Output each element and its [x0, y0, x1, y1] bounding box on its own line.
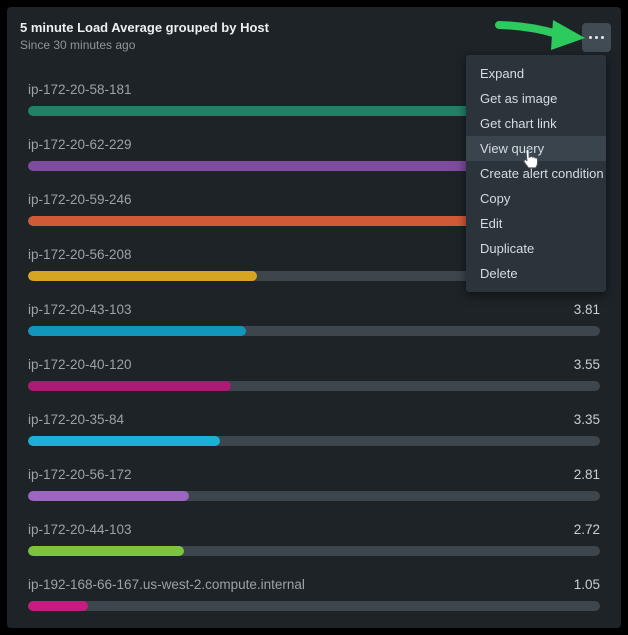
chart-row: ip-172-20-62-229 — [28, 130, 600, 185]
host-value: 2.81 — [573, 467, 600, 482]
chart-header: 5 minute Load Average grouped by Host Si… — [20, 20, 269, 53]
bar-fill[interactable] — [28, 546, 184, 556]
row-header: ip-172-20-56-172 2.81 — [28, 460, 600, 484]
chart-options-button[interactable] — [582, 23, 611, 52]
bar-fill[interactable] — [28, 601, 89, 611]
row-header: ip-172-20-44-103 2.72 — [28, 515, 600, 539]
bar-track — [28, 436, 600, 446]
row-header: ip-192-168-66-167.us-west-2.compute.inte… — [28, 570, 600, 594]
host-label: ip-172-20-62-229 — [28, 137, 132, 152]
chart-title: 5 minute Load Average grouped by Host — [20, 20, 269, 35]
menu-item-duplicate[interactable]: Duplicate — [480, 241, 535, 256]
bar-track — [28, 161, 600, 171]
row-header: ip-172-20-59-246 — [28, 185, 600, 209]
row-header: ip-172-20-35-84 3.35 — [28, 405, 600, 429]
bar-fill[interactable] — [28, 491, 189, 501]
host-label: ip-172-20-58-181 — [28, 82, 132, 97]
host-label: ip-172-20-44-103 — [28, 522, 132, 537]
chart-row: ip-172-20-43-103 3.81 — [28, 295, 600, 350]
host-value: 3.35 — [573, 412, 600, 427]
bar-fill[interactable] — [28, 381, 232, 391]
host-label: ip-172-20-35-84 — [28, 412, 125, 427]
row-header: ip-172-20-62-229 — [28, 130, 600, 154]
menu-item-expand[interactable]: Expand — [480, 66, 525, 81]
chart-row: ip-172-20-56-172 2.81 — [28, 460, 600, 515]
host-value: 1.05 — [573, 577, 600, 592]
chart-row: ip-172-20-35-84 3.35 — [28, 405, 600, 460]
bar-track — [28, 326, 600, 336]
chart-subtitle: Since 30 minutes ago — [20, 38, 136, 52]
bar-track — [28, 601, 600, 611]
row-header: ip-172-20-58-181 — [28, 75, 600, 99]
chart-row: ip-172-20-56-208 — [28, 240, 600, 295]
bar-track — [28, 106, 600, 116]
bar-track — [28, 271, 600, 281]
host-label: ip-172-20-56-208 — [28, 247, 132, 262]
bar-fill[interactable] — [28, 436, 220, 446]
bar-chart-rows: ip-172-20-58-181 ip-172-20-62-229 ip-172-2… — [28, 75, 600, 625]
chart-row: ip-172-20-59-246 — [28, 185, 600, 240]
host-value: 3.55 — [573, 357, 600, 372]
bar-fill[interactable] — [28, 161, 583, 171]
bar-fill[interactable] — [28, 271, 257, 281]
ellipsis-icon — [595, 36, 598, 39]
green-arrow-annotation-icon — [495, 20, 585, 50]
host-value: 2.72 — [573, 522, 600, 537]
chart-row: ip-172-20-44-103 2.72 — [28, 515, 600, 570]
bar-fill[interactable] — [28, 216, 566, 226]
host-label: ip-172-20-56-172 — [28, 467, 132, 482]
host-label: ip-172-20-59-246 — [28, 192, 132, 207]
menu-item-delete[interactable]: Delete — [480, 266, 518, 281]
host-label: ip-172-20-40-120 — [28, 357, 132, 372]
bar-fill[interactable] — [28, 326, 246, 336]
menu-item-get-as-image[interactable]: Get as image — [480, 91, 558, 106]
chart-row: ip-172-20-40-120 3.55 — [28, 350, 600, 405]
host-label: ip-172-20-43-103 — [28, 302, 132, 317]
menu-item-get-chart-link[interactable]: Get chart link — [480, 116, 557, 131]
menu-item-edit[interactable]: Edit — [480, 216, 503, 231]
bar-track — [28, 546, 600, 556]
chart-row: ip-192-168-66-167.us-west-2.compute.inte… — [28, 570, 600, 625]
bar-track — [28, 491, 600, 501]
menu-item-copy[interactable]: Copy — [480, 191, 511, 206]
row-header: ip-172-20-56-208 — [28, 240, 600, 264]
menu-item-create-alert-condition[interactable]: Create alert condition — [480, 166, 604, 181]
row-header: ip-172-20-40-120 3.55 — [28, 350, 600, 374]
chart-widget-card: 5 minute Load Average grouped by Host Si… — [7, 7, 621, 628]
bar-fill[interactable] — [28, 106, 600, 116]
menu-item-view-query[interactable]: View query — [466, 136, 606, 161]
chart-row: ip-172-20-58-181 — [28, 75, 600, 130]
host-label: ip-192-168-66-167.us-west-2.compute.inte… — [28, 577, 305, 592]
bar-track — [28, 216, 600, 226]
ellipsis-icon — [589, 36, 592, 39]
chart-context-menu: Expand Get as image Get chart link View que… — [466, 55, 606, 292]
bar-track — [28, 381, 600, 391]
row-header: ip-172-20-43-103 3.81 — [28, 295, 600, 319]
host-value: 3.81 — [573, 302, 600, 317]
ellipsis-icon — [601, 36, 604, 39]
